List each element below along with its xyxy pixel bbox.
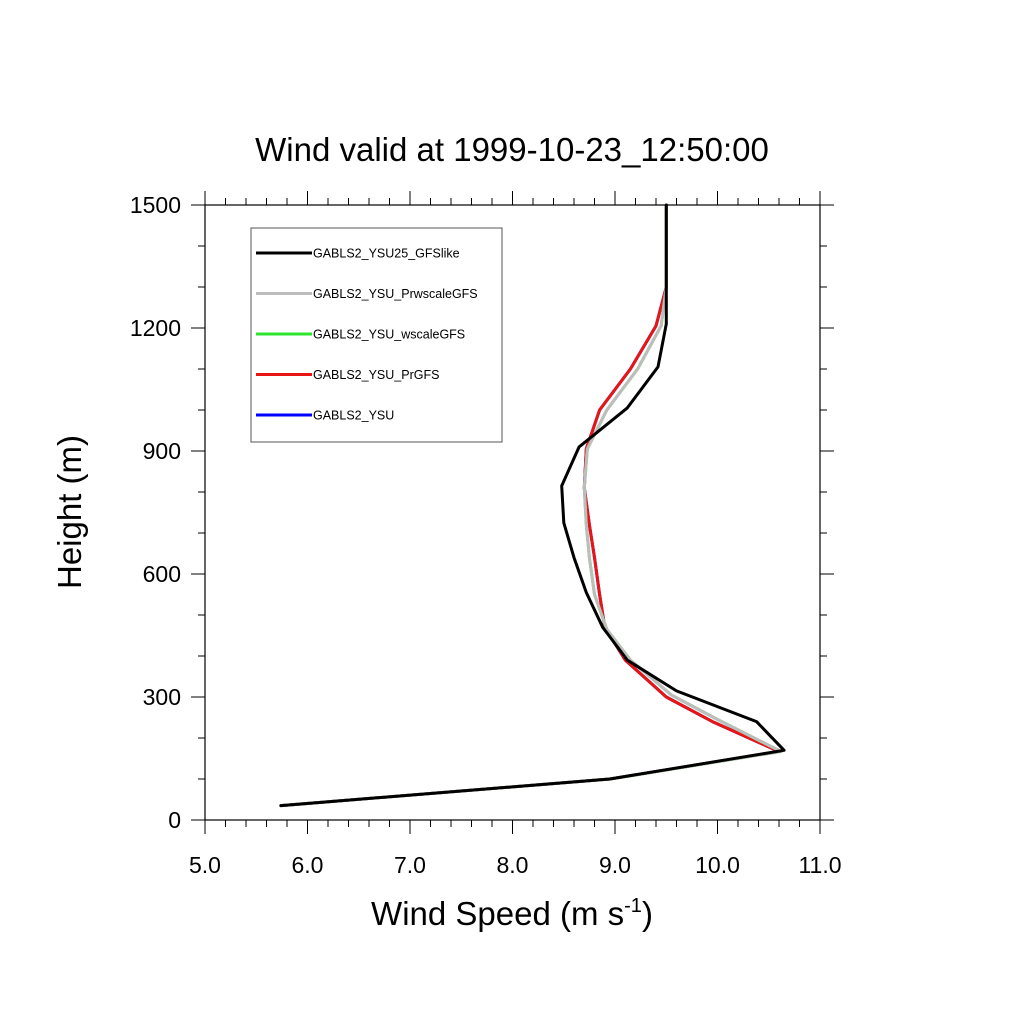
- y-tick-label: 900: [143, 438, 181, 464]
- x-axis-label-end: ): [642, 895, 653, 932]
- x-tick-label: 9.0: [599, 852, 631, 878]
- legend-label: GABLS2_YSU: [313, 409, 394, 423]
- x-axis-label-superscript: -1: [624, 895, 642, 917]
- series-layer: [279, 203, 786, 808]
- y-tick-label: 300: [143, 684, 181, 710]
- x-tick-label: 11.0: [798, 852, 841, 878]
- x-axis-label-main: Wind Speed (m s: [371, 895, 624, 932]
- x-tick-label: 6.0: [292, 852, 324, 878]
- y-tick-label: 0: [168, 807, 181, 833]
- x-axis-label: Wind Speed (m s-1): [371, 895, 653, 932]
- series-line-gabls2-ysu25-gfslike: [279, 203, 786, 808]
- series-line-gabls2-ysu-prwscalegfs: [279, 203, 783, 808]
- legend-label: GABLS2_YSU_wscaleGFS: [313, 328, 465, 342]
- x-tick-label: 5.0: [189, 852, 221, 878]
- series-line-gabls2-ysu-prgfs: [279, 203, 781, 808]
- x-tick-label: 8.0: [497, 852, 529, 878]
- y-tick-label: 600: [143, 561, 181, 587]
- chart-title: Wind valid at 1999-10-23_12:50:00: [255, 131, 769, 168]
- x-tick-label: 10.0: [695, 852, 740, 878]
- legend: GABLS2_YSU25_GFSlike GABLS2_YSU_PrwscaleG…: [250, 227, 503, 443]
- legend-label: GABLS2_YSU_PrGFS: [313, 368, 439, 382]
- x-axis-ticks: 5.0 6.0 7.0 8.0 9.0 10.0 11.0: [189, 191, 842, 878]
- y-axis-ticks: 0 300 600 900 1200 1500: [130, 192, 834, 833]
- legend-label: GABLS2_YSU_PrwscaleGFS: [313, 287, 478, 301]
- legend-label: GABLS2_YSU25_GFSlike: [313, 247, 460, 261]
- plot-frame: [204, 204, 821, 821]
- y-tick-label: 1200: [130, 315, 181, 341]
- x-tick-label: 7.0: [394, 852, 426, 878]
- y-tick-label: 1500: [130, 192, 181, 218]
- y-axis-label: Height (m): [51, 435, 88, 589]
